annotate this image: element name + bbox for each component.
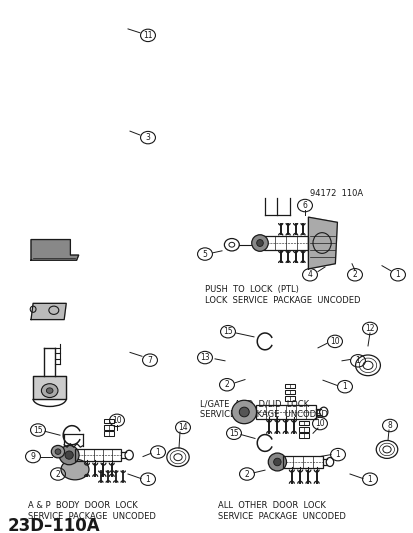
Text: 7: 7 <box>147 356 152 365</box>
Text: 13: 13 <box>200 353 209 362</box>
Text: 15: 15 <box>229 429 238 438</box>
Ellipse shape <box>239 407 249 417</box>
Ellipse shape <box>273 458 280 466</box>
Text: 23D–110A: 23D–110A <box>8 516 100 533</box>
Text: L/GATE  AND  D/LID  LOCK
SERVICE  PACKAGE  UNCODED: L/GATE AND D/LID LOCK SERVICE PACKAGE UN… <box>199 400 327 419</box>
Text: 10: 10 <box>330 337 339 346</box>
Polygon shape <box>33 376 66 399</box>
Text: 5: 5 <box>202 249 207 259</box>
Text: 2: 2 <box>55 470 60 479</box>
Ellipse shape <box>46 388 53 393</box>
Text: 10: 10 <box>314 419 324 428</box>
Text: 10: 10 <box>112 416 121 425</box>
Text: 12: 12 <box>364 324 374 333</box>
Text: 15: 15 <box>223 327 232 336</box>
Text: 15: 15 <box>33 425 43 434</box>
Text: 2: 2 <box>224 380 229 389</box>
Ellipse shape <box>256 239 263 246</box>
Ellipse shape <box>59 446 79 465</box>
Polygon shape <box>308 217 337 269</box>
Text: 11: 11 <box>143 31 152 40</box>
Text: 9: 9 <box>31 452 36 461</box>
Ellipse shape <box>61 459 89 480</box>
Ellipse shape <box>268 453 286 471</box>
Ellipse shape <box>231 400 256 424</box>
Ellipse shape <box>41 384 58 398</box>
Text: 6: 6 <box>302 201 307 210</box>
Ellipse shape <box>251 235 268 251</box>
Text: PUSH  TO  LOCK  (PTL)
LOCK  SERVICE  PACKAGE  UNCODED: PUSH TO LOCK (PTL) LOCK SERVICE PACKAGE … <box>204 285 360 304</box>
Text: 14: 14 <box>178 423 188 432</box>
Text: 3: 3 <box>145 133 150 142</box>
Text: ALL  OTHER  DOOR  LOCK
SERVICE  PACKAGE  UNCODED: ALL OTHER DOOR LOCK SERVICE PACKAGE UNCO… <box>218 501 345 521</box>
Text: 4: 4 <box>307 270 312 279</box>
Ellipse shape <box>51 446 64 458</box>
Text: 8: 8 <box>387 421 392 430</box>
Polygon shape <box>31 239 78 260</box>
Text: 1: 1 <box>335 450 339 459</box>
Polygon shape <box>31 303 66 320</box>
Text: 1: 1 <box>342 382 347 391</box>
Text: 1: 1 <box>367 475 371 484</box>
Ellipse shape <box>65 451 73 459</box>
Text: A & P  BODY  DOOR  LOCK
SERVICE  PACKAGE  UNCODED: A & P BODY DOOR LOCK SERVICE PACKAGE UNC… <box>28 501 156 521</box>
Text: 2: 2 <box>352 270 356 279</box>
Text: 2: 2 <box>244 470 249 479</box>
Text: 1: 1 <box>155 448 160 457</box>
Text: 1: 1 <box>145 475 150 484</box>
Text: 94172  110A: 94172 110A <box>309 189 362 198</box>
Text: 1: 1 <box>395 270 399 279</box>
Ellipse shape <box>55 449 61 455</box>
Text: 1: 1 <box>355 356 359 365</box>
